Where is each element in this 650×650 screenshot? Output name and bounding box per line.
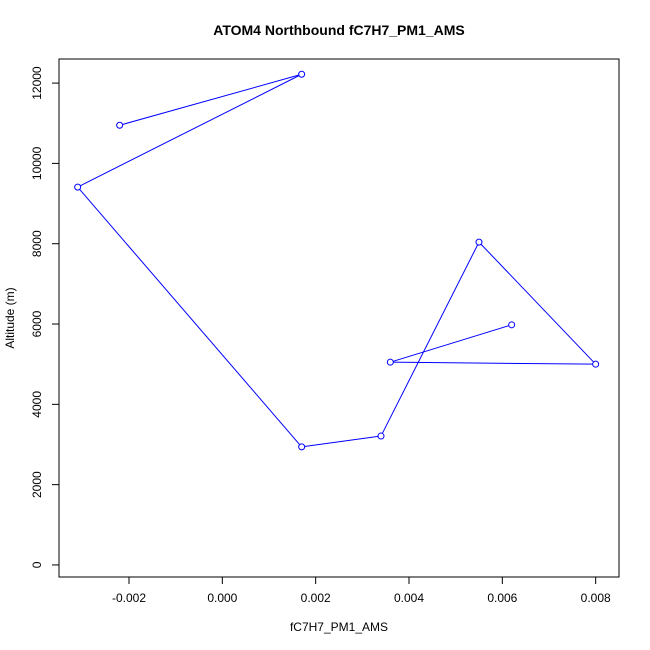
series-segment [390, 361, 596, 365]
series-segment [301, 435, 382, 448]
y-tick-label: 0 [30, 561, 44, 568]
data-point [298, 443, 306, 451]
data-point [377, 432, 385, 440]
y-tick-label: 2000 [30, 471, 44, 498]
data-point [116, 121, 124, 129]
y-axis-label: Altitude (m) [3, 287, 17, 348]
chart-title: ATOM4 Northbound fC7H7_PM1_AMS [213, 22, 465, 38]
y-tick-label: 10000 [30, 146, 44, 180]
y-tick-label: 4000 [30, 391, 44, 418]
x-tick-label: 0.000 [207, 591, 237, 605]
x-tick-label: 0.004 [394, 591, 424, 605]
series-segment [77, 186, 303, 448]
series-segment [119, 73, 302, 126]
data-point [592, 360, 600, 368]
x-tick-label: 0.008 [581, 591, 611, 605]
data-point [298, 70, 306, 78]
y-axis: 0 2000 4000 6000 8000 10000 12000 [30, 66, 60, 568]
data-point [74, 183, 82, 191]
y-tick-label: 8000 [30, 230, 44, 257]
x-tick-label: 0.002 [301, 591, 331, 605]
series-segment [380, 241, 480, 437]
y-tick-label: 12000 [30, 66, 44, 100]
x-tick-label: 0.006 [487, 591, 517, 605]
y-tick-label: 6000 [30, 310, 44, 337]
plot-frame [58, 58, 620, 578]
data-point [508, 321, 516, 329]
data-point [386, 358, 394, 366]
series-segment [478, 241, 597, 365]
series-layer [74, 70, 600, 451]
x-axis-label: fC7H7_PM1_AMS [290, 620, 388, 634]
series-segment [390, 324, 512, 363]
x-axis: -0.002 0.000 0.002 0.004 0.006 0.008 [112, 576, 611, 605]
data-point [475, 238, 483, 246]
x-tick-label: -0.002 [112, 591, 146, 605]
series-segment [77, 73, 302, 188]
